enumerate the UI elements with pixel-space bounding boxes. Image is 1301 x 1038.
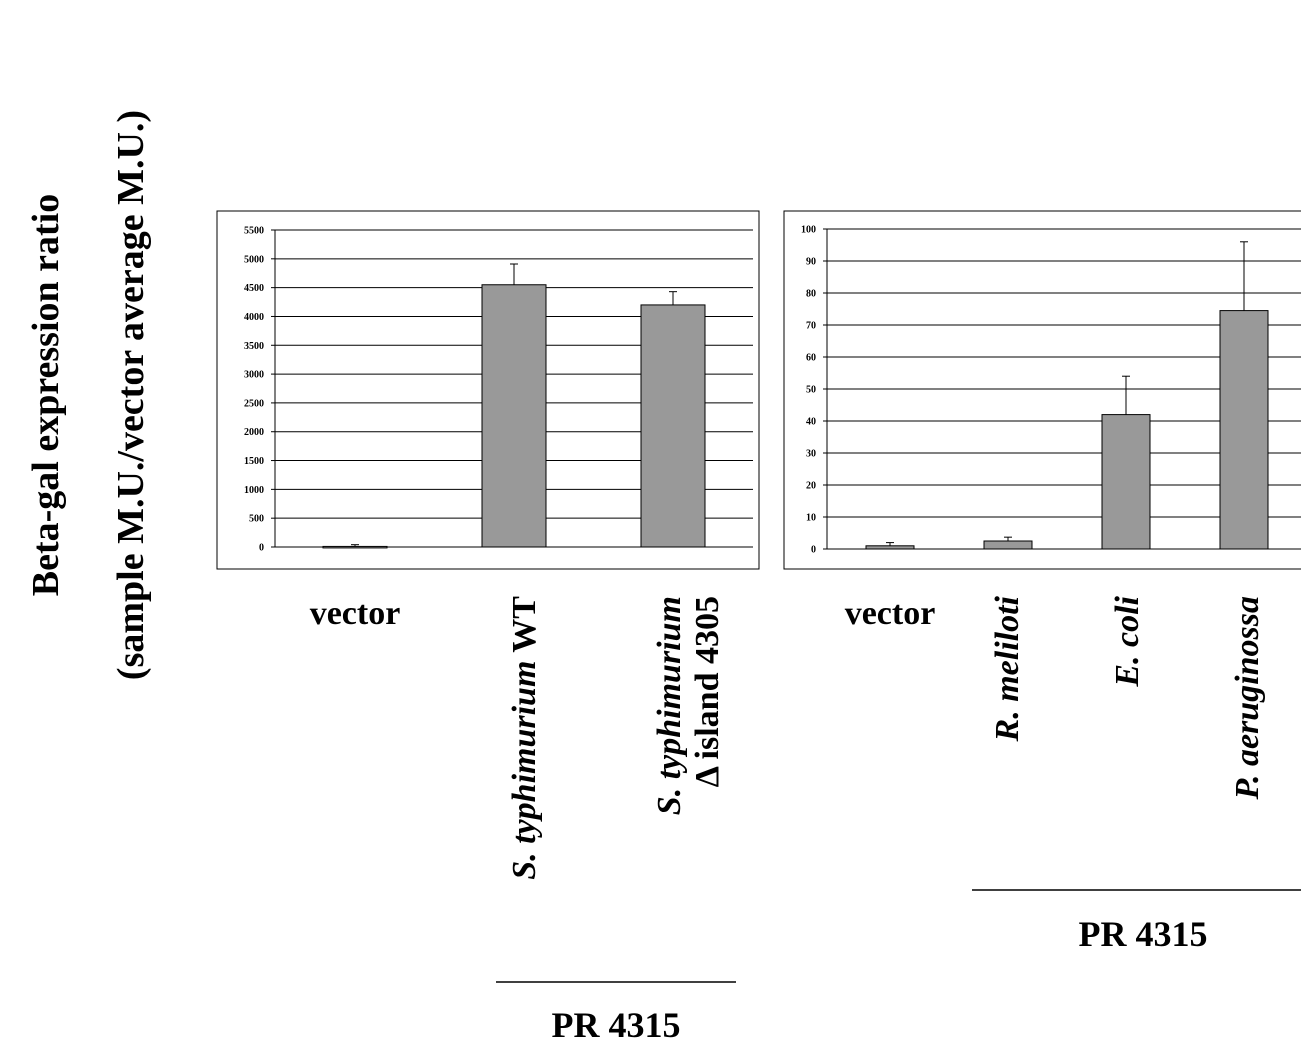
- chart-left-group-label: PR 4315: [552, 1005, 681, 1038]
- chart-right-ytick-label: 70: [806, 321, 816, 332]
- chart-right-category-label-part: E. coli: [1109, 595, 1146, 687]
- chart-right-category-label: E. coli: [1109, 595, 1146, 687]
- chart-left-ytick-label: 0: [259, 543, 264, 554]
- chart-right-ytick-label: 90: [806, 257, 816, 268]
- chart-right-ytick-label: 40: [806, 417, 816, 428]
- chart-right-bar: [1102, 415, 1150, 549]
- chart-right-ytick-label: 20: [806, 481, 816, 492]
- chart-left-category-label: S. typhimurium: [651, 596, 688, 815]
- chart-left-ytick-label: 3000: [244, 370, 264, 381]
- chart-left-category-label-part: WT: [506, 596, 543, 661]
- chart-right-group-label: PR 4315: [1079, 914, 1208, 954]
- chart-right-category-label: P. aeruginossa: [1229, 596, 1266, 800]
- chart-left: PR 4315 0 500 1000 1500 2000 2500 3000 3500 4000…: [217, 211, 759, 1038]
- chart-right-ytick-label: 50: [806, 385, 816, 396]
- chart-left-category-label-part: S. typhimurium: [506, 661, 543, 880]
- chart-left-ytick-label: 2000: [244, 427, 264, 438]
- chart-right-ytick-label: 80: [806, 289, 816, 300]
- chart-right-category-label: R. meliloti: [989, 595, 1026, 742]
- chart-left-ytick-label: 2500: [244, 398, 264, 409]
- chart-right-category-label: vector: [845, 595, 936, 632]
- chart-left-ytick-label: 5000: [244, 254, 264, 265]
- chart-left-ytick-label: 500: [249, 514, 264, 525]
- chart-right-bar: [1220, 311, 1268, 549]
- chart-left-category-label-part: vector: [310, 595, 401, 632]
- chart-right-category-label-part: R. meliloti: [989, 595, 1026, 742]
- chart-left-category-label-line2: Δ island 4305: [689, 596, 726, 787]
- chart-right-category-label-part: vector: [845, 595, 936, 632]
- chart-left-category-label: S. typhimurium WT: [506, 596, 543, 880]
- chart-left-bar: [641, 305, 705, 547]
- chart-right-ytick-label: 10: [806, 513, 816, 524]
- chart-right-ytick-label: 100: [801, 225, 816, 236]
- chart-right-bar: [984, 541, 1032, 549]
- chart-left-ytick-label: 4000: [244, 312, 264, 323]
- chart-left-ytick-label: 1500: [244, 456, 264, 467]
- chart-left-ytick-label: 5500: [244, 226, 264, 237]
- chart-left-category-label: vector: [310, 595, 401, 632]
- chart-right-ytick-label: 60: [806, 353, 816, 364]
- chart-right-ytick-label: 0: [811, 545, 816, 556]
- chart-left-bar: [323, 546, 387, 548]
- chart-left-ytick-label: 3500: [244, 341, 264, 352]
- y-axis-label-line2: (sample M.U./vector average M.U.): [110, 110, 152, 680]
- chart-right-bar: [866, 546, 914, 549]
- chart-left-ytick-label: 4500: [244, 283, 264, 294]
- chart-left-bar: [482, 285, 546, 547]
- y-axis-label-line1: Beta-gal expression ratio: [25, 194, 67, 596]
- chart-right-ytick-label: 30: [806, 449, 816, 460]
- chart-left-category-label-part: S. typhimurium: [651, 596, 688, 815]
- chart-left-ytick-label: 1000: [244, 485, 264, 496]
- chart-right: PR 4315 0 10 20 30 40 50 60 70 80 90 100 vector R. m…: [784, 211, 1301, 954]
- chart-right-category-label-part: P. aeruginossa: [1229, 596, 1266, 800]
